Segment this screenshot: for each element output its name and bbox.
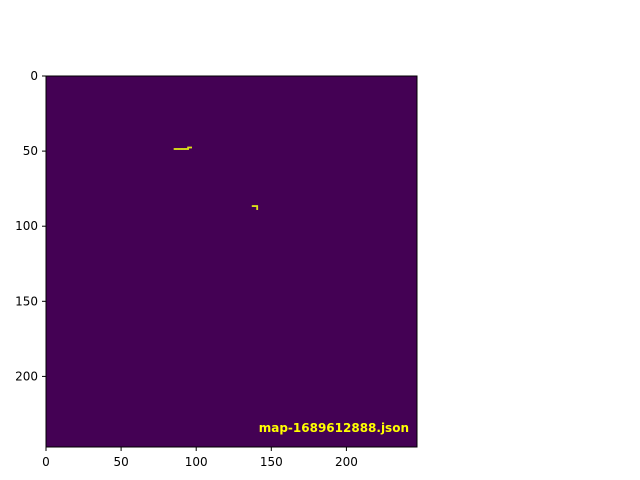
highlight-cell <box>173 148 176 150</box>
y-tick-label: 0 <box>30 69 38 83</box>
highlight-cell <box>181 148 183 150</box>
highlight-cell <box>251 205 254 207</box>
y-axis: 0 50 100 150 200 <box>15 69 46 383</box>
highlight-cell <box>187 148 189 150</box>
overlay-filename-label: map-1689612888.json <box>259 421 409 435</box>
highlight-cells <box>173 146 259 210</box>
highlight-cell <box>253 205 256 207</box>
x-axis: 0 50 100 150 200 <box>42 447 358 469</box>
highlight-cell <box>175 148 177 150</box>
highlight-cell <box>178 148 180 150</box>
highlight-cell <box>188 146 191 149</box>
highlight-cell <box>185 148 188 150</box>
x-tick-label: 150 <box>260 455 283 469</box>
x-tick-label: 50 <box>113 455 128 469</box>
highlight-cell <box>256 208 259 210</box>
y-tick-label: 50 <box>23 144 38 158</box>
highlight-cell <box>179 148 182 150</box>
highlight-cell <box>187 146 189 149</box>
highlight-cell <box>256 206 259 209</box>
highlight-cell <box>176 148 179 150</box>
x-tick-label: 0 <box>42 455 50 469</box>
highlight-cell <box>184 148 186 150</box>
highlight-cell <box>256 205 259 207</box>
heatmap-background <box>46 76 417 447</box>
x-tick-label: 100 <box>185 455 208 469</box>
y-tick-label: 200 <box>15 369 38 383</box>
plot-area: map-1689612888.json <box>45 75 418 448</box>
highlight-cell <box>190 146 192 149</box>
highlight-cell <box>182 148 185 150</box>
y-tick-label: 100 <box>15 219 38 233</box>
x-tick-label: 200 <box>335 455 358 469</box>
y-tick-label: 150 <box>15 294 38 308</box>
highlight-cell <box>254 205 257 207</box>
plot-frame <box>45 75 418 448</box>
